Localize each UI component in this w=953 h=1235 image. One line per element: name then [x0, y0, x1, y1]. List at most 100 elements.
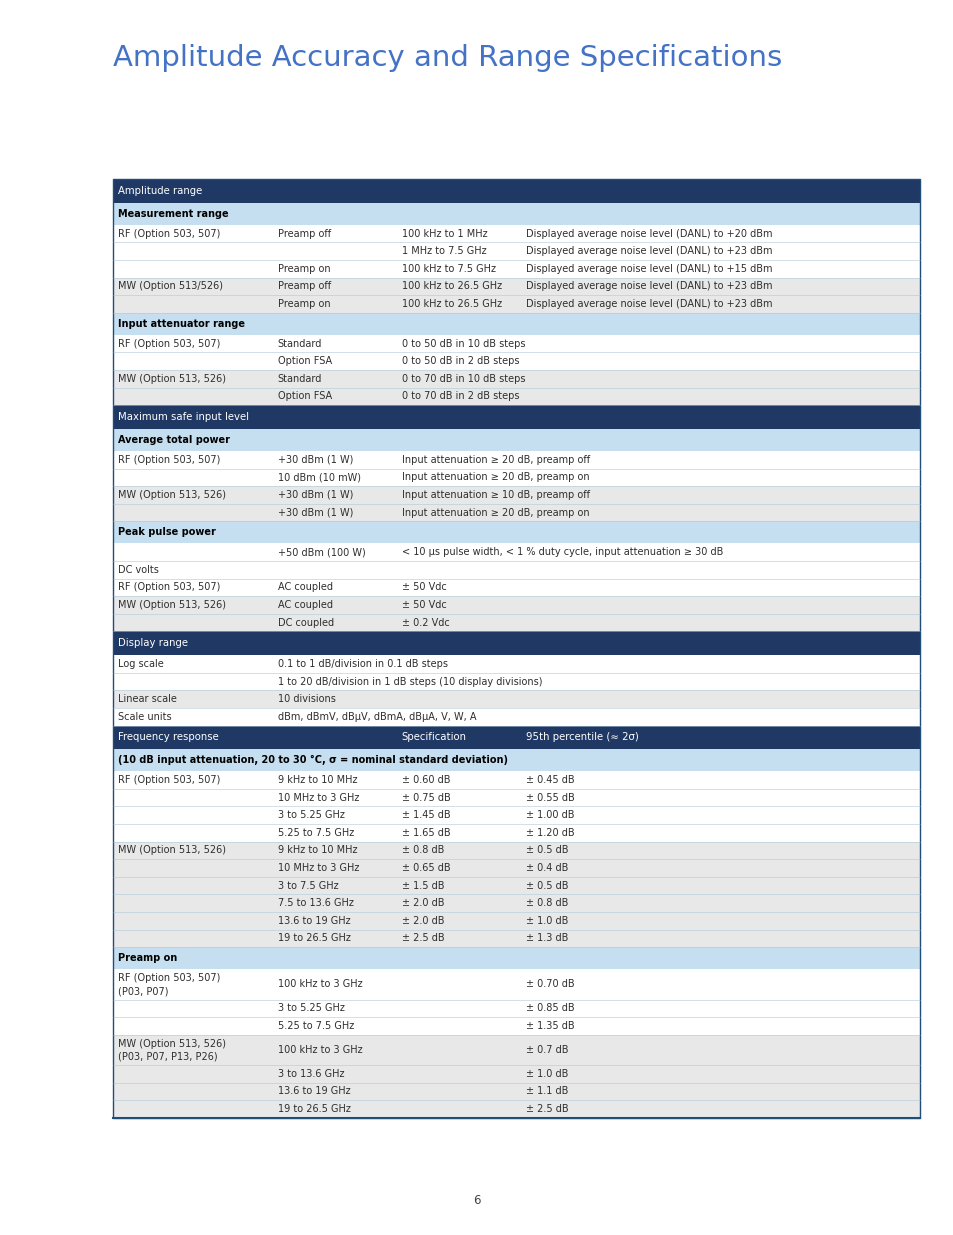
Text: 13.6 to 19 GHz: 13.6 to 19 GHz — [277, 916, 350, 926]
Text: ± 1.5 dB: ± 1.5 dB — [401, 881, 444, 890]
Text: Option FSA: Option FSA — [277, 391, 332, 401]
Bar — [112, 487, 919, 504]
Text: 100 kHz to 3 GHz: 100 kHz to 3 GHz — [277, 979, 362, 989]
Text: Log scale: Log scale — [118, 659, 164, 669]
Bar — [112, 655, 919, 673]
Text: Measurement range: Measurement range — [118, 209, 229, 219]
Bar — [112, 789, 919, 806]
Text: 10 dBm (10 mW): 10 dBm (10 mW) — [277, 472, 360, 483]
Text: 10 MHz to 3 GHz: 10 MHz to 3 GHz — [277, 793, 358, 803]
Bar — [112, 969, 919, 999]
Text: < 10 μs pulse width, < 1 % duty cycle, input attenuation ≥ 30 dB: < 10 μs pulse width, < 1 % duty cycle, i… — [401, 547, 722, 557]
Text: 95th percentile (≈ 2σ): 95th percentile (≈ 2σ) — [525, 732, 638, 742]
Text: ± 1.45 dB: ± 1.45 dB — [401, 810, 450, 820]
Bar — [112, 947, 919, 969]
Text: Specification: Specification — [401, 732, 466, 742]
Text: Display range: Display range — [118, 638, 188, 648]
Text: (P03, P07, P13, P26): (P03, P07, P13, P26) — [118, 1051, 217, 1062]
Text: dBm, dBmV, dBμV, dBmA, dBμA, V, W, A: dBm, dBmV, dBμV, dBmA, dBμA, V, W, A — [277, 711, 476, 721]
Text: 3 to 7.5 GHz: 3 to 7.5 GHz — [277, 881, 338, 890]
Bar — [112, 725, 919, 750]
Bar — [112, 295, 919, 312]
Text: 100 kHz to 1 MHz: 100 kHz to 1 MHz — [401, 228, 487, 238]
Text: Preamp on: Preamp on — [277, 264, 330, 274]
Bar — [112, 370, 919, 388]
Text: DC volts: DC volts — [118, 564, 159, 574]
Bar — [112, 179, 919, 1118]
Bar — [112, 750, 919, 772]
Text: RF (Option 503, 507): RF (Option 503, 507) — [118, 454, 220, 464]
Text: Preamp on: Preamp on — [118, 953, 177, 963]
Bar — [112, 543, 919, 561]
Text: ± 1.0 dB: ± 1.0 dB — [525, 916, 567, 926]
Bar — [112, 1083, 919, 1100]
Text: ± 1.20 dB: ± 1.20 dB — [525, 827, 574, 837]
Bar — [112, 772, 919, 789]
Text: Input attenuation ≥ 20 dB, preamp off: Input attenuation ≥ 20 dB, preamp off — [401, 454, 589, 464]
Text: 100 kHz to 26.5 GHz: 100 kHz to 26.5 GHz — [401, 299, 501, 309]
Text: (10 dB input attenuation, 20 to 30 °C, σ = nominal standard deviation): (10 dB input attenuation, 20 to 30 °C, σ… — [118, 756, 508, 766]
Text: 0.1 to 1 dB/division in 0.1 dB steps: 0.1 to 1 dB/division in 0.1 dB steps — [277, 659, 447, 669]
Bar — [112, 824, 919, 842]
Text: 1 MHz to 7.5 GHz: 1 MHz to 7.5 GHz — [401, 246, 486, 256]
Text: Input attenuation ≥ 20 dB, preamp on: Input attenuation ≥ 20 dB, preamp on — [401, 472, 589, 483]
Text: 0 to 50 dB in 10 dB steps: 0 to 50 dB in 10 dB steps — [401, 338, 524, 348]
Text: 100 kHz to 3 GHz: 100 kHz to 3 GHz — [277, 1045, 362, 1055]
Text: RF (Option 503, 507): RF (Option 503, 507) — [118, 583, 220, 593]
Bar — [112, 242, 919, 261]
Text: 3 to 5.25 GHz: 3 to 5.25 GHz — [277, 810, 344, 820]
Text: ± 0.45 dB: ± 0.45 dB — [525, 776, 574, 785]
Text: 6: 6 — [473, 1194, 480, 1207]
Text: 10 MHz to 3 GHz: 10 MHz to 3 GHz — [277, 863, 358, 873]
Text: 10 divisions: 10 divisions — [277, 694, 335, 704]
Text: ± 50 Vdc: ± 50 Vdc — [401, 600, 446, 610]
Text: Peak pulse power: Peak pulse power — [118, 527, 216, 537]
Text: AC coupled: AC coupled — [277, 600, 333, 610]
Bar — [112, 913, 919, 930]
Bar — [112, 673, 919, 690]
Text: ± 1.0 dB: ± 1.0 dB — [525, 1068, 567, 1078]
Bar — [112, 930, 919, 947]
Text: ± 0.8 dB: ± 0.8 dB — [401, 846, 443, 856]
Bar — [112, 405, 919, 429]
Text: 5.25 to 7.5 GHz: 5.25 to 7.5 GHz — [277, 1021, 354, 1031]
Text: (P03, P07): (P03, P07) — [118, 986, 169, 997]
Bar — [112, 521, 919, 543]
Bar — [112, 708, 919, 725]
Bar — [112, 312, 919, 335]
Text: 3 to 5.25 GHz: 3 to 5.25 GHz — [277, 1003, 344, 1013]
Text: ± 2.0 dB: ± 2.0 dB — [401, 898, 444, 908]
Text: Input attenuation ≥ 20 dB, preamp on: Input attenuation ≥ 20 dB, preamp on — [401, 508, 589, 517]
Bar — [112, 468, 919, 487]
Bar — [112, 388, 919, 405]
Text: RF (Option 503, 507): RF (Option 503, 507) — [118, 973, 220, 983]
Text: Displayed average noise level (DANL) to +23 dBm: Displayed average noise level (DANL) to … — [525, 282, 771, 291]
Text: Preamp off: Preamp off — [277, 228, 331, 238]
Text: 0 to 50 dB in 2 dB steps: 0 to 50 dB in 2 dB steps — [401, 356, 518, 367]
Text: Scale units: Scale units — [118, 711, 172, 721]
Text: 13.6 to 19 GHz: 13.6 to 19 GHz — [277, 1087, 350, 1097]
Text: RF (Option 503, 507): RF (Option 503, 507) — [118, 776, 220, 785]
Bar — [112, 631, 919, 655]
Text: ± 0.4 dB: ± 0.4 dB — [525, 863, 567, 873]
Bar — [112, 504, 919, 521]
Text: Standard: Standard — [277, 338, 322, 348]
Text: MW (Option 513, 526): MW (Option 513, 526) — [118, 600, 226, 610]
Text: ± 0.2 Vdc: ± 0.2 Vdc — [401, 618, 449, 627]
Text: ± 0.7 dB: ± 0.7 dB — [525, 1045, 568, 1055]
Text: Preamp on: Preamp on — [277, 299, 330, 309]
Text: Maximum safe input level: Maximum safe input level — [118, 412, 249, 422]
Bar — [112, 894, 919, 913]
Text: MW (Option 513, 526): MW (Option 513, 526) — [118, 490, 226, 500]
Bar — [112, 429, 919, 451]
Text: ± 1.3 dB: ± 1.3 dB — [525, 934, 567, 944]
Text: ± 2.0 dB: ± 2.0 dB — [401, 916, 444, 926]
Text: +30 dBm (1 W): +30 dBm (1 W) — [277, 508, 353, 517]
Text: ± 2.5 dB: ± 2.5 dB — [401, 934, 444, 944]
Text: +30 dBm (1 W): +30 dBm (1 W) — [277, 454, 353, 464]
Text: Displayed average noise level (DANL) to +20 dBm: Displayed average noise level (DANL) to … — [525, 228, 771, 238]
Text: 19 to 26.5 GHz: 19 to 26.5 GHz — [277, 1104, 350, 1114]
Text: 9 kHz to 10 MHz: 9 kHz to 10 MHz — [277, 776, 356, 785]
Text: Standard: Standard — [277, 374, 322, 384]
Text: Frequency response: Frequency response — [118, 732, 219, 742]
